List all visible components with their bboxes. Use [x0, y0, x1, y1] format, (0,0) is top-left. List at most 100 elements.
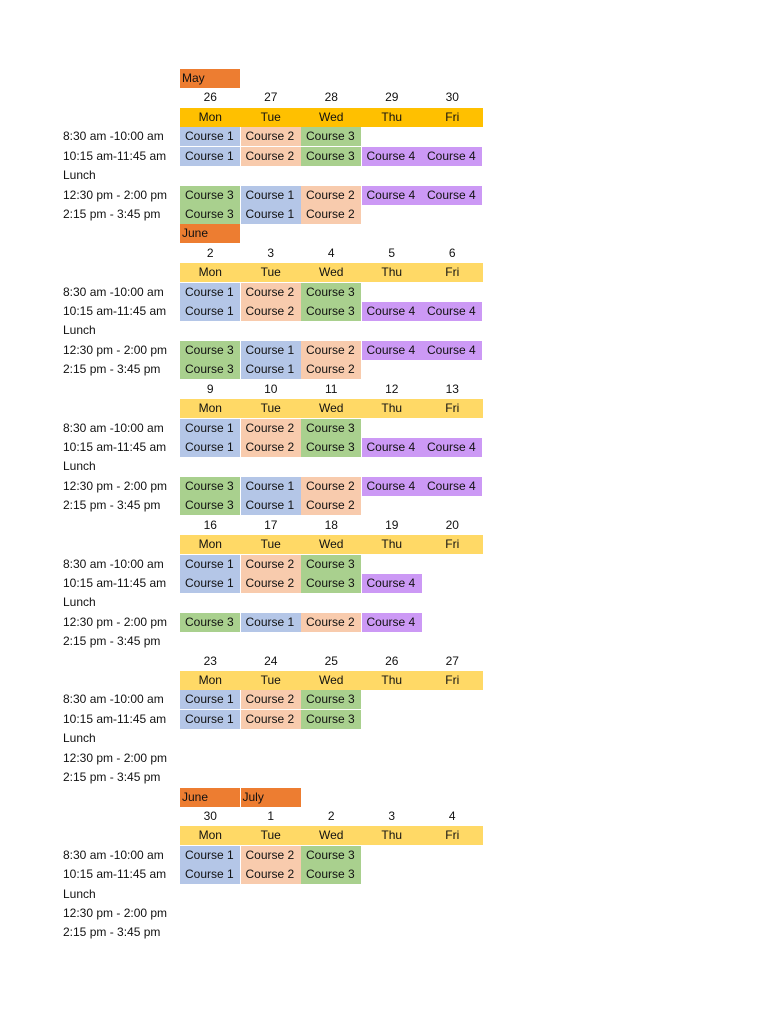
- date-label: 3: [388, 808, 396, 823]
- time-label: Lunch: [63, 459, 96, 474]
- course-cell: Course 4: [422, 437, 482, 457]
- course-cell: Course 2: [240, 554, 301, 574]
- course-cell: Course 1: [240, 340, 301, 360]
- day-header: Thu: [361, 535, 422, 555]
- date-label: 16: [203, 517, 217, 532]
- time-label: Lunch: [63, 323, 96, 338]
- course-cell: Course 2: [301, 340, 361, 360]
- course-cell: Course 1: [240, 476, 301, 496]
- date-label: 26: [385, 653, 399, 668]
- time-label: 10:15 am-11:45 am: [63, 575, 167, 590]
- date-label: 2: [206, 245, 214, 260]
- date-label: 1: [267, 808, 275, 823]
- time-label: 12:30 pm - 2:00 pm: [63, 187, 168, 202]
- course-cell: Course 2: [301, 360, 361, 380]
- day-header: Fri: [422, 671, 483, 691]
- course-cell: Course 2: [301, 476, 361, 496]
- course-cell: Course 4: [422, 185, 482, 205]
- time-label: 10:15 am-11:45 am: [63, 711, 167, 726]
- course-cell: Course 1: [180, 418, 240, 438]
- course-cell: Course 1: [180, 302, 240, 322]
- course-cell: Course 3: [180, 185, 240, 205]
- course-cell: Course 3: [180, 496, 240, 516]
- date-label: 2: [327, 808, 335, 823]
- time-label: 2:15 pm - 3:45 pm: [63, 498, 161, 513]
- month-label: July: [240, 787, 301, 807]
- day-header: Tue: [240, 263, 301, 283]
- course-cell: Course 4: [361, 302, 422, 322]
- day-header: Mon: [180, 826, 241, 846]
- course-cell: Course 1: [240, 185, 301, 205]
- course-cell: Course 3: [301, 573, 361, 593]
- time-label: Lunch: [63, 731, 96, 746]
- course-cell: Course 2: [301, 496, 361, 516]
- time-label: 12:30 pm - 2:00 pm: [63, 342, 168, 357]
- day-header: Fri: [422, 826, 483, 846]
- day-header: Fri: [422, 107, 483, 127]
- course-cell: Course 2: [301, 612, 361, 632]
- course-cell: Course 2: [301, 185, 361, 205]
- course-cell: Course 4: [422, 340, 482, 360]
- course-cell: Course 1: [180, 554, 240, 574]
- course-cell: Course 3: [301, 418, 361, 438]
- time-label: 2:15 pm - 3:45 pm: [63, 925, 161, 940]
- month-label: May: [180, 69, 240, 88]
- date-label: 25: [324, 653, 338, 668]
- date-label: 19: [385, 517, 399, 532]
- course-cell: Course 1: [180, 437, 240, 457]
- course-cell: Course 3: [301, 127, 361, 147]
- course-cell: Course 4: [361, 340, 422, 360]
- time-label: 10:15 am-11:45 am: [63, 439, 167, 454]
- date-label: 11: [325, 381, 338, 396]
- date-label: 27: [445, 653, 459, 668]
- time-label: 8:30 am -10:00 am: [63, 556, 164, 571]
- time-label: Lunch: [63, 595, 96, 610]
- date-label: 12: [385, 381, 399, 396]
- course-cell: Course 4: [361, 146, 422, 166]
- time-label: 8:30 am -10:00 am: [63, 129, 164, 144]
- date-label: 20: [445, 517, 459, 532]
- day-header: Thu: [361, 826, 422, 846]
- day-header: Mon: [180, 399, 241, 419]
- time-label: 10:15 am-11:45 am: [63, 304, 167, 319]
- course-cell: Course 1: [240, 612, 301, 632]
- course-cell: Course 3: [301, 865, 361, 885]
- time-label: 12:30 pm - 2:00 pm: [63, 478, 168, 493]
- date-label: 6: [448, 245, 456, 260]
- course-cell: Course 1: [180, 690, 240, 710]
- day-header: Wed: [301, 263, 362, 283]
- course-cell: Course 2: [240, 282, 301, 302]
- day-header: Wed: [301, 399, 362, 419]
- time-label: Lunch: [63, 886, 96, 901]
- date-label: 17: [264, 517, 278, 532]
- date-label: 26: [203, 90, 217, 105]
- course-cell: Course 1: [180, 127, 240, 147]
- day-header: Fri: [422, 535, 483, 555]
- day-header: Tue: [240, 399, 301, 419]
- time-label: 12:30 pm - 2:00 pm: [63, 750, 168, 765]
- day-header: Tue: [240, 107, 301, 127]
- course-cell: Course 2: [240, 127, 301, 147]
- time-label: 10:15 am-11:45 am: [63, 867, 167, 882]
- course-cell: Course 3: [180, 360, 240, 380]
- date-label: 24: [264, 653, 278, 668]
- day-header: Wed: [301, 535, 362, 555]
- time-label: 10:15 am-11:45 am: [63, 148, 167, 163]
- course-cell: Course 3: [301, 845, 361, 865]
- day-header: Thu: [361, 263, 422, 283]
- course-cell: Course 2: [240, 865, 301, 885]
- course-cell: Course 2: [240, 437, 301, 457]
- course-cell: Course 2: [240, 690, 301, 710]
- course-cell: Course 3: [301, 437, 361, 457]
- day-header: Thu: [361, 107, 422, 127]
- day-header: Mon: [180, 535, 241, 555]
- course-cell: Course 4: [361, 612, 422, 632]
- month-label: June: [180, 224, 240, 244]
- course-cell: Course 2: [240, 845, 301, 865]
- time-label: 8:30 am -10:00 am: [63, 692, 164, 707]
- course-cell: Course 4: [361, 573, 422, 593]
- date-label: 30: [445, 90, 459, 105]
- course-cell: Course 2: [240, 709, 301, 729]
- course-cell: Course 1: [180, 573, 240, 593]
- course-cell: Course 1: [180, 845, 240, 865]
